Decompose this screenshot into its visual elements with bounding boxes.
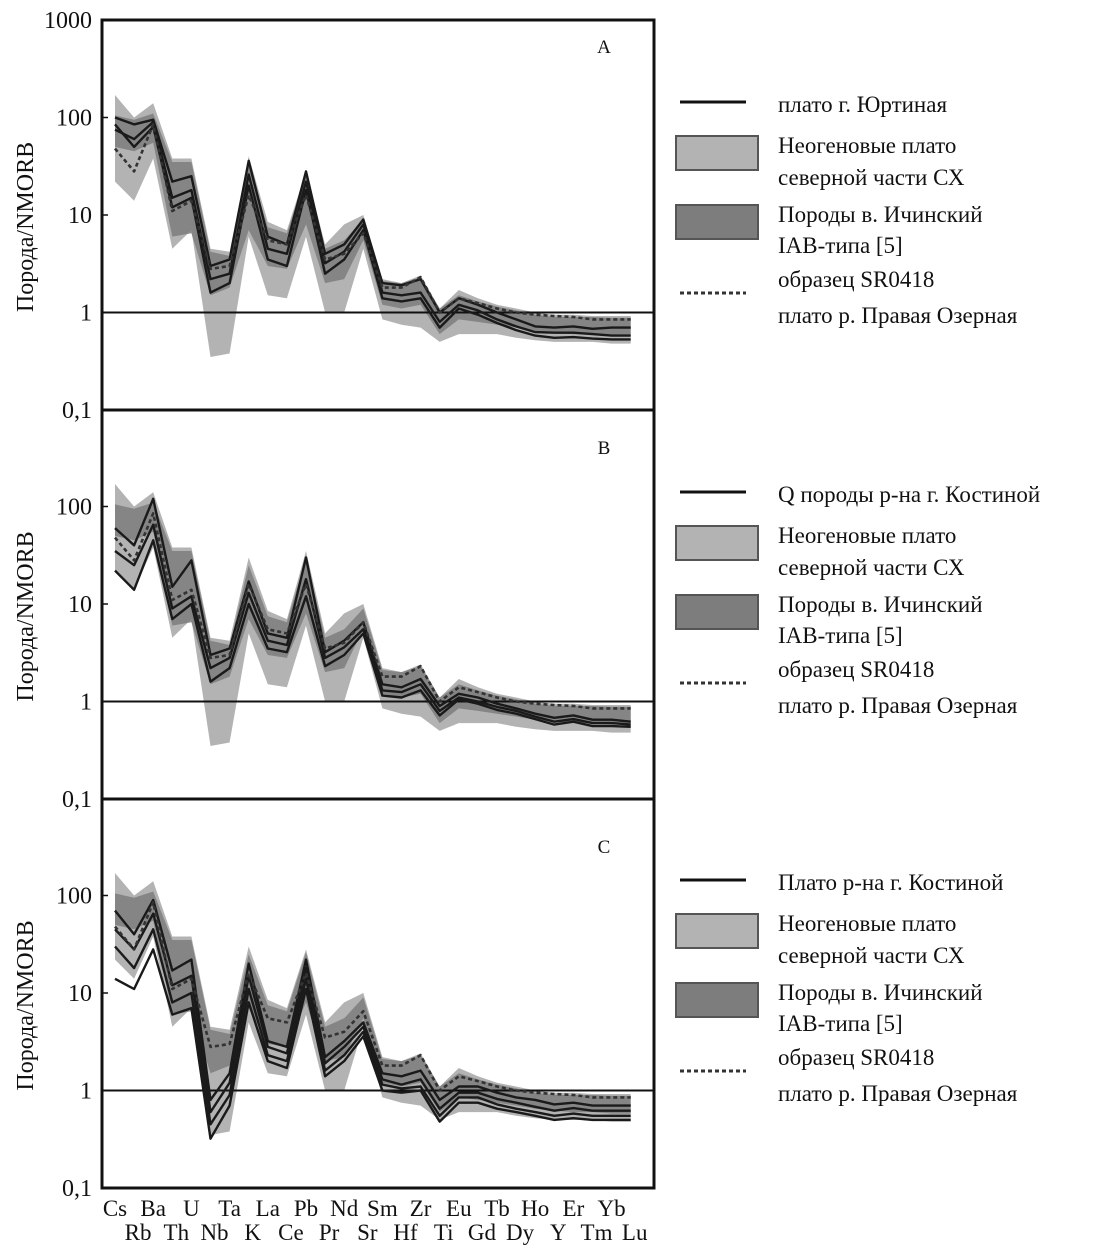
series-sample-line-3-panel-c	[114, 928, 631, 1126]
x-element-label-nb: Nb	[200, 1220, 228, 1245]
x-element-label-rb: Rb	[125, 1220, 152, 1245]
y-tick-label: 1	[80, 301, 92, 327]
series-sr0418-line-panel-b	[114, 512, 631, 710]
y-tick-label: 10	[68, 981, 92, 1007]
x-element-label-la: La	[256, 1196, 280, 1221]
x-element-label-u: U	[183, 1196, 200, 1221]
x-element-label-ba: Ba	[140, 1196, 166, 1221]
x-element-label-er: Er	[563, 1196, 585, 1221]
x-element-label-eu: Eu	[446, 1196, 472, 1221]
x-element-label-sm: Sm	[367, 1196, 398, 1221]
y-tick-label: 0,1	[62, 398, 92, 424]
legend-light-band-swatch	[675, 913, 759, 949]
x-element-label-pr: Pr	[319, 1220, 340, 1245]
series-sample-line-4-panel-c	[114, 948, 631, 1140]
panel-letter-a: A	[597, 37, 611, 58]
legend-label: IAB-типа [5]	[778, 1011, 903, 1036]
y-tick-label: 100	[56, 106, 92, 132]
legend-label: образец SR0418	[778, 657, 934, 682]
y-axis-label: Порода/NMORB	[13, 142, 39, 312]
y-tick-label: 1	[80, 1079, 92, 1105]
legend-label: северной части СХ	[778, 555, 965, 580]
series-sample-line-1-panel-c	[114, 898, 631, 1107]
x-element-label-tm: Tm	[581, 1220, 613, 1245]
legend-label: Неогеновые плато	[778, 523, 956, 548]
legend-label: северной части СХ	[778, 165, 965, 190]
y-tick-label: 1	[80, 690, 92, 716]
legend-label: IAB-типа [5]	[778, 233, 903, 258]
y-axis-label: Порода/NMORB	[13, 531, 39, 701]
y-tick-label: 10	[68, 592, 92, 618]
legend-label: Неогеновые плато	[778, 133, 956, 158]
x-element-label-lu: Lu	[622, 1220, 648, 1245]
x-element-label-ta: Ta	[218, 1196, 241, 1221]
x-element-label-gd: Gd	[468, 1220, 497, 1245]
legend-label: плато р. Правая Озерная	[778, 303, 1018, 328]
legend-dark-band-swatch	[675, 204, 759, 240]
series-sr0418-line-panel-c	[114, 901, 631, 1099]
x-element-label-ti: Ti	[434, 1220, 454, 1245]
legend-label: Породы в. Ичинский	[778, 592, 983, 617]
panel-letter-c: C	[598, 837, 611, 858]
x-element-label-zr: Zr	[410, 1196, 432, 1221]
y-tick-label: 1000	[44, 8, 92, 34]
x-element-label-ho: Ho	[521, 1196, 549, 1221]
legend-label: Q породы р-на г. Костиной	[778, 482, 1040, 507]
series-sr0418-line-panel-a	[114, 123, 631, 321]
panel-letter-b: B	[598, 438, 611, 459]
x-element-label-cs: Cs	[103, 1196, 127, 1221]
legend-label: плато р. Правая Озерная	[778, 1081, 1018, 1106]
x-element-label-tb: Tb	[484, 1196, 510, 1221]
x-element-label-sr: Sr	[357, 1220, 378, 1245]
y-tick-label: 100	[56, 884, 92, 910]
x-element-label-ce: Ce	[278, 1220, 304, 1245]
series-sample-line-3-panel-b	[114, 539, 631, 728]
series-sample-line-2-panel-b	[114, 523, 631, 726]
x-element-label-dy: Dy	[506, 1220, 535, 1245]
legend-light-band-swatch	[675, 135, 759, 171]
legend-label: плато г. Юртиная	[778, 92, 947, 117]
x-element-label-th: Th	[164, 1220, 190, 1245]
legend-dark-band-swatch	[675, 594, 759, 630]
legend-label: Породы в. Ичинский	[778, 202, 983, 227]
y-axis-label: Порода/NMORB	[13, 920, 39, 1090]
x-element-label-yb: Yb	[598, 1196, 626, 1221]
legend-label: образец SR0418	[778, 1045, 934, 1070]
band-ichinsky-iab-panel-a	[115, 113, 631, 336]
y-tick-label: 0,1	[62, 1176, 92, 1202]
x-element-label-nd: Nd	[330, 1196, 359, 1221]
x-element-label-k: K	[244, 1220, 261, 1245]
y-tick-label: 10	[68, 203, 92, 229]
legend-label: Неогеновые плато	[778, 911, 956, 936]
legend-label: северной части СХ	[778, 943, 965, 968]
band-ichinsky-iab-panel-b	[115, 502, 631, 725]
x-element-label-y: Y	[550, 1220, 567, 1245]
legend-label: Плато р-на г. Костиной	[778, 870, 1003, 895]
y-tick-label: 100	[56, 495, 92, 521]
legend-dark-band-swatch	[675, 982, 759, 1018]
legend-label: плато р. Правая Озерная	[778, 693, 1018, 718]
legend-label: Породы в. Ичинский	[778, 980, 983, 1005]
legend-label: образец SR0418	[778, 267, 934, 292]
x-element-label-pb: Pb	[294, 1196, 318, 1221]
legend-label: IAB-типа [5]	[778, 623, 903, 648]
y-tick-label: 0,1	[62, 787, 92, 813]
x-element-label-hf: Hf	[393, 1220, 418, 1245]
series-sample-line-1-panel-a	[114, 116, 631, 330]
series-sample-line-2-panel-c	[114, 912, 631, 1114]
legend-light-band-swatch	[675, 525, 759, 561]
